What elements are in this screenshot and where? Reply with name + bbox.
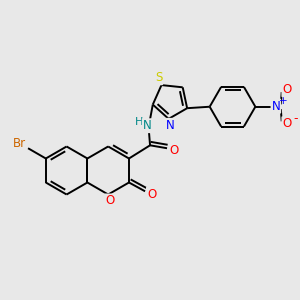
Text: S: S bbox=[155, 71, 162, 84]
Text: O: O bbox=[105, 194, 114, 207]
Text: O: O bbox=[169, 144, 179, 157]
Text: N: N bbox=[166, 119, 175, 132]
Text: O: O bbox=[282, 83, 292, 96]
Text: +: + bbox=[279, 96, 288, 106]
Text: -: - bbox=[293, 112, 298, 125]
Text: N: N bbox=[143, 119, 152, 132]
Text: Br: Br bbox=[13, 136, 26, 150]
Text: O: O bbox=[147, 188, 156, 201]
Text: N: N bbox=[272, 100, 280, 112]
Text: H: H bbox=[135, 117, 143, 127]
Text: O: O bbox=[282, 117, 292, 130]
